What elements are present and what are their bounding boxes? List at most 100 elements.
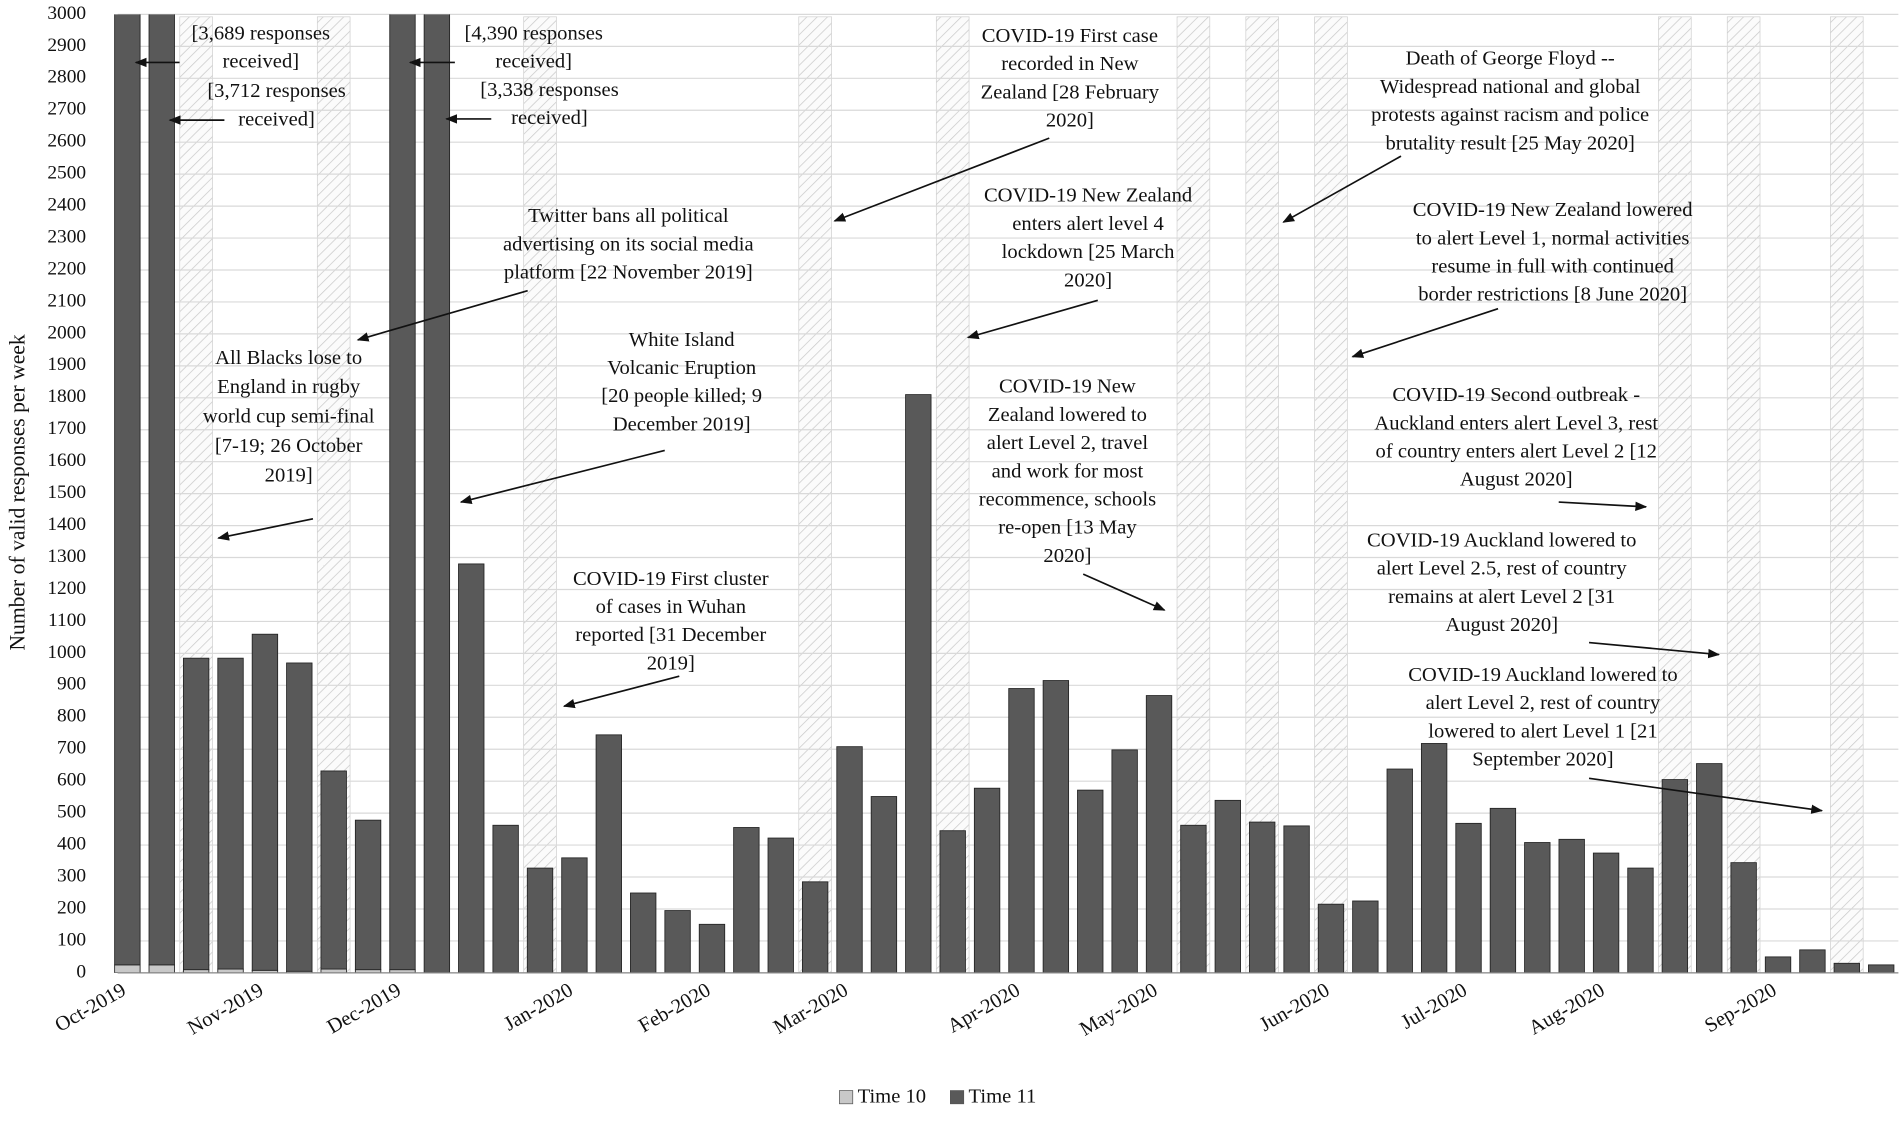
annotation-line: advertising on its social media	[503, 233, 754, 255]
annotation-line: protests against racism and police	[1371, 104, 1649, 126]
annotation-line: December 2019]	[613, 414, 751, 436]
y-tick-label: 0	[76, 961, 86, 982]
annotation-line: COVID-19 New	[999, 376, 1136, 398]
annotation-line: Zealand [28 February	[981, 81, 1160, 103]
y-tick-label: 2000	[47, 322, 86, 343]
annotation-line: world cup semi-final	[203, 406, 375, 428]
x-tick-label: Apr-2020	[944, 979, 1024, 1037]
bar-segment	[733, 827, 760, 973]
annotation-line: received]	[511, 107, 588, 129]
bar-segment	[1214, 799, 1241, 973]
annotation-arrow	[1082, 573, 1166, 611]
annotation-arrow	[1351, 307, 1499, 358]
x-tick-label: Mar-2020	[770, 979, 852, 1039]
bar-segment	[1558, 838, 1585, 973]
y-tick-label: 1300	[47, 546, 86, 567]
y-tick-label: 2100	[47, 290, 86, 311]
annotation-line: 2019]	[265, 465, 313, 487]
annotation-arrow	[217, 518, 314, 541]
annotation-line: August 2020]	[1445, 614, 1558, 636]
x-tick-label: Nov-2019	[184, 979, 267, 1039]
annotation-line: COVID-19 New Zealand lowered	[1413, 199, 1693, 221]
annotation-arrow	[356, 289, 528, 342]
bar-segment	[870, 796, 898, 973]
annotation-line: recommence, schools	[979, 489, 1156, 511]
bar-segment	[1833, 962, 1860, 973]
annotation-line: COVID-19 Auckland lowered to	[1367, 529, 1636, 551]
annotation-line: lockdown [25 March	[1002, 241, 1175, 263]
bar-segment	[767, 837, 794, 973]
x-tick-label: Oct-2019	[51, 979, 129, 1036]
legend-label: Time 10	[858, 1086, 927, 1108]
annotation-line: [3,338 responses	[480, 79, 618, 101]
y-tick-label: 1800	[47, 386, 86, 407]
annotation-line: [20 people killed; 9	[601, 385, 762, 407]
annotation-line: platform [22 November 2019]	[504, 262, 753, 284]
annotation-line: to alert Level 1, normal activities	[1416, 227, 1689, 249]
bar-segment	[1420, 743, 1448, 973]
x-tick-label: Sep-2020	[1701, 979, 1780, 1037]
bar-segment	[1077, 789, 1104, 973]
annotation-arrow	[1282, 155, 1402, 223]
annotation-line: recorded in New	[1001, 53, 1138, 75]
bar-segment	[1627, 867, 1654, 973]
bar-segment	[561, 857, 588, 973]
bar-segment	[251, 633, 279, 971]
annotation-line: and work for most	[992, 460, 1144, 482]
annotation-line: 2020]	[1064, 269, 1112, 291]
legend-swatch	[950, 1090, 965, 1105]
annotation-arrow	[833, 137, 1050, 222]
bar-segment	[973, 787, 1001, 973]
annotation-line: 2020]	[1046, 110, 1094, 132]
legend-swatch	[839, 1090, 854, 1105]
y-tick-label: 900	[57, 674, 86, 695]
annotation-line: alert Level 2, travel	[987, 432, 1149, 454]
annotation-line: alert Level 2.5, rest of country	[1377, 558, 1628, 580]
y-tick-label: 1700	[47, 418, 86, 439]
annotation-line: September 2020]	[1472, 749, 1613, 771]
annotation-line: Auckland enters alert Level 3, rest	[1374, 412, 1658, 434]
y-tick-label: 700	[57, 738, 86, 759]
bar-segment	[698, 923, 726, 973]
bar-segment	[217, 657, 244, 970]
bar-segment	[1042, 680, 1070, 973]
bar-segment	[1283, 825, 1310, 973]
hatch-band	[1314, 16, 1348, 974]
y-tick-label: 2200	[47, 258, 86, 279]
annotation-line: reported [31 December	[575, 624, 766, 646]
bar-segment	[1352, 900, 1379, 973]
bar-segment	[836, 746, 863, 973]
annotations: [3,689 responses received] [3,712 response…	[134, 23, 1824, 814]
annotation-line: received]	[222, 51, 299, 73]
y-tick-label: 2400	[47, 195, 86, 216]
y-tick-label: 2500	[47, 163, 86, 184]
bar-segment	[1180, 824, 1207, 973]
annotation-line: COVID-19 First case	[982, 25, 1158, 47]
annotation-arrow	[1558, 501, 1648, 511]
y-tick-label: 1000	[47, 642, 86, 663]
x-tick-label: Feb-2020	[635, 979, 714, 1037]
annotation-arrow	[562, 675, 680, 709]
annotation-line: border restrictions [8 June 2020]	[1418, 284, 1687, 306]
x-tick-label: Dec-2019	[324, 979, 405, 1038]
bar-segment	[423, 14, 451, 973]
annotation-line: COVID-19 New Zealand	[984, 185, 1192, 207]
annotation-arrow	[966, 299, 1099, 340]
bar-segment	[1661, 779, 1689, 973]
y-tick-label: 1900	[47, 354, 86, 375]
annotation-line: [7-19; 26 October	[215, 435, 363, 457]
bar-segment	[664, 910, 691, 973]
bar-segment	[114, 14, 141, 966]
y-tick-label: 2900	[47, 35, 86, 56]
bar-segment	[801, 881, 829, 973]
annotation-arrow	[1588, 777, 1824, 814]
annotation-arrow	[1588, 641, 1721, 659]
y-tick-label: 2300	[47, 227, 86, 248]
hatch-band	[1726, 16, 1761, 974]
x-tick-label: May-2020	[1076, 979, 1161, 1040]
bar-segment	[1764, 956, 1792, 973]
y-tick-label: 3000	[47, 3, 86, 24]
hatch-band	[935, 16, 970, 974]
annotation-line: White Island	[629, 329, 735, 351]
